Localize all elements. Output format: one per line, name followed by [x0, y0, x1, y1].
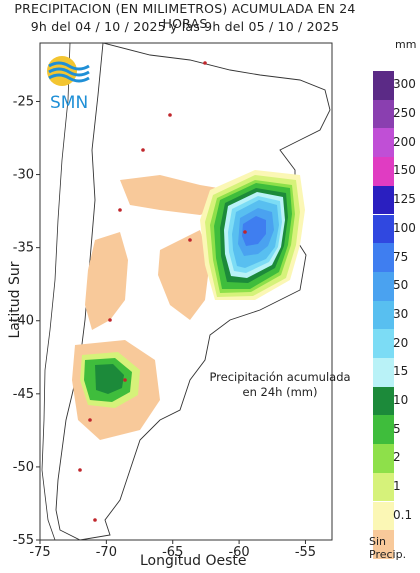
legend-color-box: [373, 415, 394, 445]
y-tick-label: -40: [13, 314, 34, 329]
y-tick-label: -25: [13, 94, 34, 109]
legend-label: 0.1: [393, 507, 413, 522]
x-axis-label: Longitud Oeste: [140, 553, 247, 569]
precip-area-10-15-patagonia: [95, 364, 124, 394]
legend-color-box: [373, 444, 394, 473]
x-tick-label: -75: [29, 545, 50, 560]
logo-wave-2: [48, 67, 90, 77]
y-tick-label: -30: [13, 168, 34, 183]
legend-color-box: [373, 329, 394, 358]
precip-area-none-west: [85, 232, 128, 330]
y-tick-label: -35: [13, 241, 34, 256]
y-ticks: -25 -30 -35 -40 -45 -50 -55: [13, 94, 40, 548]
station-marker: [203, 61, 207, 65]
precip-area-75-100-ne: [242, 216, 266, 246]
legend-color-box: [373, 99, 394, 129]
legend-label: 15: [393, 364, 409, 379]
chile-coast: [41, 42, 71, 541]
station-marker: [141, 148, 145, 152]
station-marker: [78, 468, 82, 472]
legend-no-precip-line1: Sin: [369, 535, 387, 548]
legend-color-box: [373, 386, 394, 416]
logo-wave-1: [48, 61, 90, 71]
legend-color-box: [373, 530, 394, 559]
annotation-line2: en 24h (mm): [242, 385, 318, 399]
legend-label: 5: [393, 421, 401, 436]
legend-label: 250: [393, 106, 416, 121]
logo-text: SMN: [50, 93, 88, 113]
legend-color-box: [373, 472, 394, 502]
annotation-line1: Precipitación acumulada: [209, 370, 351, 384]
legend-color-box: [373, 358, 394, 387]
map-title-line2: 9h del 04 / 10 / 2025 y las 9h del 05 / …: [30, 19, 340, 34]
legend-no-precip: Sin Precip.: [369, 535, 406, 561]
legend-label: 75: [393, 249, 409, 264]
legend-label: 50: [393, 278, 409, 293]
x-tick-label: -60: [228, 545, 249, 560]
legend-label: 150: [393, 163, 416, 178]
legend-color-box: [373, 128, 394, 158]
legend-label: 30: [393, 306, 409, 321]
legend-label: 1: [393, 479, 401, 494]
station-marker: [123, 378, 127, 382]
y-tick-label: -50: [13, 460, 34, 475]
station-marker: [188, 238, 192, 242]
station-marker: [243, 230, 247, 234]
x-ticks: -75 -70 -65 -60 -55: [29, 540, 316, 560]
map-title-line1: PRECIPITACION (EN MILIMETROS) ACUMULADA …: [14, 1, 356, 31]
legend-label: 125: [393, 192, 416, 207]
x-tick-label: -65: [162, 545, 183, 560]
y-tick-label: -45: [13, 387, 34, 402]
station-marker: [88, 418, 92, 422]
stations: [78, 61, 247, 522]
legend-label: 100: [393, 220, 416, 235]
legend-label: 2: [393, 450, 401, 465]
legend-color-box: [373, 501, 394, 531]
precip-area-none-north: [120, 175, 232, 215]
logo-wave-3: [48, 73, 90, 83]
legend-color-box: [373, 243, 394, 272]
y-axis-label: Latitud Sur: [7, 261, 23, 339]
legend-no-precip-line2: Precip.: [369, 548, 407, 561]
station-marker: [108, 318, 112, 322]
legend-unit: mm: [395, 38, 417, 51]
legend-color-box: [373, 157, 394, 186]
legend-label: 20: [393, 335, 409, 350]
station-marker: [93, 518, 97, 522]
precip-area-none-center: [158, 230, 210, 320]
legend-label: 10: [393, 393, 409, 408]
legend-color-box: [373, 71, 394, 100]
legend-color-box: [373, 300, 394, 330]
legend-label: 200: [393, 134, 416, 149]
legend-color-box: [373, 214, 394, 244]
station-marker: [118, 208, 122, 212]
smn-logo: SMN: [47, 56, 90, 113]
x-tick-label: -55: [295, 545, 316, 560]
legend-color-box: [373, 185, 394, 215]
x-tick-label: -70: [96, 545, 117, 560]
annotation: Precipitación acumulada en 24h (mm): [205, 370, 355, 400]
precip-fills: [72, 170, 305, 440]
legend-label: 300: [393, 77, 416, 92]
y-tick-label: -55: [13, 533, 34, 548]
station-marker: [168, 113, 172, 117]
legend-color-box: [373, 271, 394, 301]
legend-colorbar: [373, 71, 395, 561]
